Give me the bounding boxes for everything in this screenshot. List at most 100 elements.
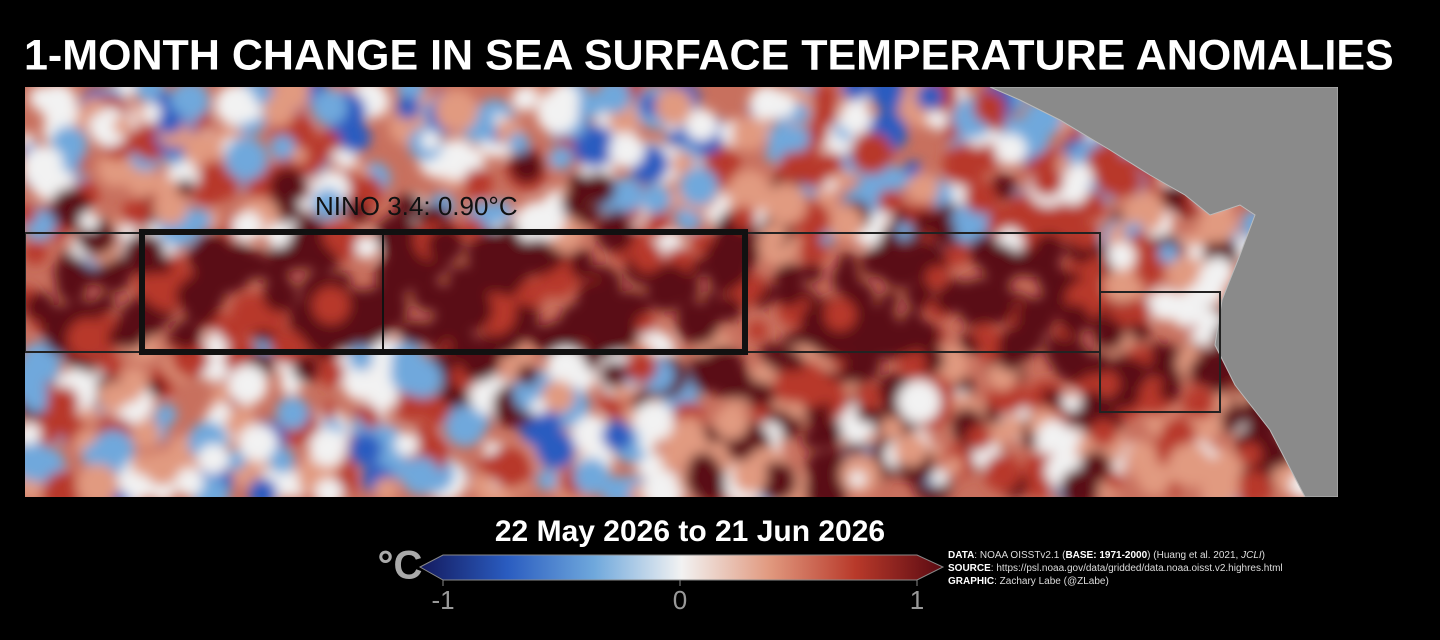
land <box>989 87 1338 497</box>
sst-blob <box>1165 255 1200 290</box>
sst-blob <box>1129 301 1152 324</box>
sst-blob <box>773 276 804 307</box>
sst-blob <box>469 275 490 295</box>
sst-blob <box>227 364 269 405</box>
sst-blob <box>674 416 704 446</box>
sst-blob <box>374 477 399 497</box>
sst-blob <box>168 253 186 270</box>
credit-italic: JCLI <box>1240 550 1262 561</box>
sst-blob <box>311 188 344 221</box>
sst-blob <box>726 433 754 461</box>
credit-bold: BASE: 1971-2000 <box>1065 550 1147 561</box>
sst-blob <box>1158 243 1179 264</box>
sst-blob <box>247 477 278 497</box>
sst-blob <box>641 184 672 214</box>
sst-blob <box>879 290 899 310</box>
credit-text: : https://psl.noaa.gov/data/gridded/data… <box>991 563 1283 574</box>
sst-blob <box>434 89 479 133</box>
sst-blob <box>1187 244 1205 261</box>
sst-blob <box>643 470 684 497</box>
sst-blob <box>841 87 869 101</box>
credits: DATA: NOAA OISSTv2.1 (BASE: 1971-2000) (… <box>948 550 1283 587</box>
colorbar-tick-label: 1 <box>910 585 924 615</box>
sst-blob <box>312 286 350 325</box>
sst-blob <box>1059 303 1091 335</box>
sst-blob <box>122 198 151 227</box>
nino-annotation: NINO 3.4: 0.90°C <box>315 191 518 221</box>
sst-blob <box>1036 420 1070 454</box>
sst-blob <box>262 276 299 313</box>
sst-blob <box>420 131 440 150</box>
sst-blob <box>1124 279 1145 300</box>
sst-blob <box>92 429 135 473</box>
sst-blob <box>823 298 857 331</box>
sst-blob <box>1145 342 1171 367</box>
sst-blob <box>99 352 123 376</box>
sst-blob <box>403 320 428 346</box>
sst-blob <box>426 226 465 265</box>
sst-blob <box>157 109 183 135</box>
sst-blob <box>98 381 129 412</box>
sst-blob <box>906 172 939 205</box>
sst-blob <box>825 335 851 360</box>
sst-blob <box>225 450 246 471</box>
sst-blob <box>562 188 592 219</box>
sst-blob <box>547 87 580 115</box>
sst-blob <box>685 108 718 142</box>
sst-blob <box>231 210 263 242</box>
sst-blob <box>916 87 944 111</box>
sst-blob <box>607 177 644 213</box>
sst-blob <box>706 358 747 398</box>
sst-blob <box>286 133 329 176</box>
sst-blob <box>1183 387 1216 419</box>
sst-blob <box>445 302 474 331</box>
sst-blob <box>1158 379 1181 402</box>
sst-blob <box>572 414 612 455</box>
unit: °C <box>378 544 423 588</box>
sst-blob <box>463 168 493 198</box>
colorbar-ticks: -1 0 1 <box>431 580 924 615</box>
sst-blob <box>224 137 268 181</box>
sst-blob <box>898 348 926 376</box>
colorbar <box>418 554 945 581</box>
sst-blob <box>573 458 611 495</box>
sst-blob <box>25 385 51 413</box>
sst-blob <box>1180 343 1199 361</box>
sst-blob <box>95 231 116 251</box>
sst-blob <box>329 233 351 256</box>
sst-blob <box>311 89 348 126</box>
sst-blob <box>338 121 371 154</box>
sst-blob <box>964 181 997 215</box>
sst-blob <box>119 300 150 332</box>
sst-blob <box>153 190 188 226</box>
sst-blob <box>654 87 693 126</box>
sst-blob <box>396 96 420 120</box>
sst-blob <box>650 263 691 304</box>
sst-blob <box>518 279 546 307</box>
sst-blob <box>265 222 291 248</box>
sst-blob <box>125 163 159 197</box>
sst-blob <box>943 142 987 187</box>
credit-line: DATA: NOAA OISSTv2.1 (BASE: 1971-2000) (… <box>948 550 1265 561</box>
sst-blob <box>596 87 631 114</box>
sst-blob <box>147 379 165 397</box>
sst-blob <box>208 250 252 294</box>
sst-blob <box>839 101 872 135</box>
sst-blob <box>444 405 486 447</box>
sst-blob <box>97 151 134 187</box>
sst-blob <box>1062 392 1082 412</box>
sst-blob <box>714 405 749 440</box>
sst-blob <box>411 278 446 312</box>
sst-blob <box>362 287 390 315</box>
sst-blob <box>214 87 256 126</box>
sst-blob <box>676 302 720 345</box>
map: NINO 3.4: 0.90°C <box>25 87 1338 497</box>
sst-blob <box>679 167 719 206</box>
sst-blob <box>986 216 1005 236</box>
nino34-box <box>139 229 748 355</box>
sst-blob <box>376 214 418 256</box>
sst-blob <box>1117 358 1149 390</box>
sst-blob <box>247 424 267 443</box>
sst-blob <box>1089 419 1118 447</box>
